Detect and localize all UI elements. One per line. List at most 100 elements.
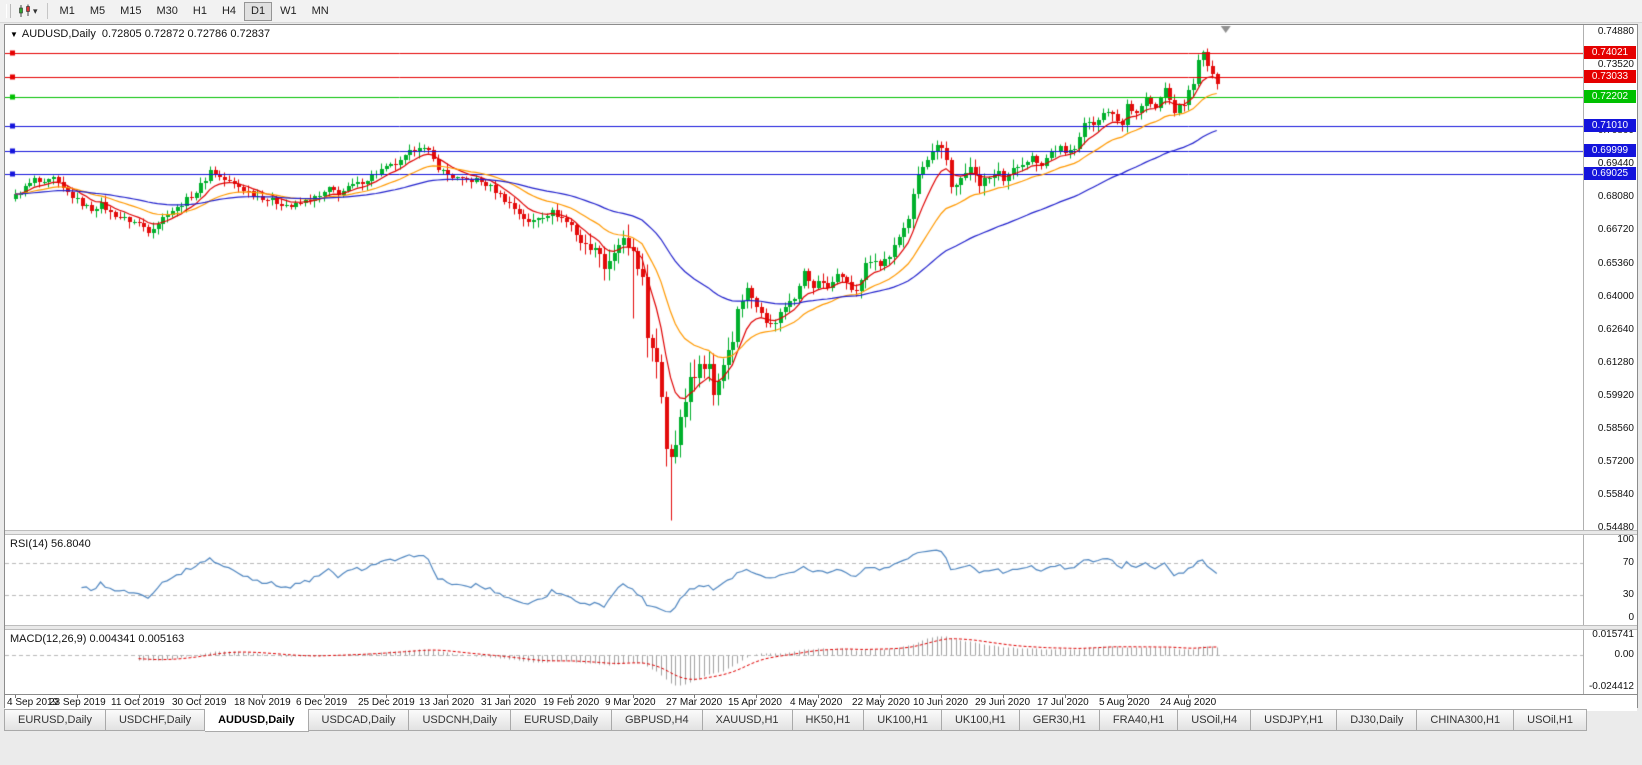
date-tick	[880, 695, 881, 698]
price-axis-label: 0.69440	[1597, 158, 1634, 170]
date-tick	[941, 695, 942, 698]
rsi-indicator-label: RSI(14) 56.8040	[10, 538, 91, 550]
date-axis-label: 24 Aug 2020	[1160, 697, 1217, 708]
chart-tab-audusd-daily[interactable]: AUDUSD,Daily	[205, 709, 309, 732]
date-tick	[1065, 695, 1066, 698]
date-axis-label: 22 May 2020	[852, 697, 910, 708]
chart-title-ohlc: 0.72805 0.72872 0.72786 0.72837	[101, 28, 271, 40]
rsi-axis-label: 70	[1622, 557, 1634, 569]
timeframe-button-d1[interactable]: D1	[244, 1, 273, 21]
chart-tab-usdcnh-daily[interactable]: USDCNH,Daily	[409, 709, 512, 731]
main-chart-panel: ▼ AUDUSD,Daily 0.72805 0.72872 0.72786 0…	[5, 25, 1637, 530]
panel-splitter[interactable]	[5, 530, 1637, 535]
chart-tab-xauusd-h1[interactable]: XAUUSD,H1	[702, 709, 793, 731]
macd-axis-label: 0.015741	[1592, 630, 1634, 640]
price-axis-label: 0.74880	[1597, 26, 1634, 38]
date-axis-label: 25 Dec 2019	[358, 697, 415, 708]
chart-tab-china300-h1[interactable]: CHINA300,H1	[1417, 709, 1515, 731]
collapse-triangle-icon[interactable]: ▼	[10, 29, 18, 39]
rsi-axis-label: 30	[1622, 588, 1634, 600]
date-axis-label: 31 Jan 2020	[481, 697, 537, 708]
date-tick	[324, 695, 325, 698]
rsi-axis: 100 70 30 0	[1583, 535, 1637, 625]
timeframe-button-m30[interactable]: M30	[150, 2, 185, 21]
price-axis-label: 0.55840	[1597, 488, 1634, 500]
chart-tab-gbpusd-h4[interactable]: GBPUSD,H4	[612, 709, 703, 731]
price-axis-label: 0.61280	[1597, 356, 1634, 368]
date-tick	[447, 695, 448, 698]
price-axis: 0.748800.735200.721600.708000.694400.680…	[1583, 25, 1637, 530]
price-axis-label: 0.73520	[1597, 59, 1634, 71]
price-axis-label: 0.54480	[1597, 522, 1634, 530]
timeframe-button-w1[interactable]: W1	[273, 2, 304, 21]
date-axis-label: 30 Oct 2019	[172, 697, 227, 708]
macd-indicator-label: MACD(12,26,9) 0.004341 0.005163	[10, 633, 185, 645]
date-axis-label: 23 Sep 2019	[49, 697, 106, 708]
date-axis-label: 6 Dec 2019	[296, 697, 348, 708]
date-tick	[571, 695, 572, 698]
toolbar-grip	[6, 4, 11, 18]
date-axis-label: 29 Jun 2020	[975, 697, 1031, 708]
rsi-canvas[interactable]	[5, 535, 1583, 625]
chart-tab-hk50-h1[interactable]: HK50,H1	[792, 709, 865, 731]
chart-tab-ger30-h1[interactable]: GER30,H1	[1019, 709, 1100, 731]
date-tick	[1003, 695, 1004, 698]
date-axis-label: 4 May 2020	[790, 697, 843, 708]
chart-tab-dj30-daily[interactable]: DJ30,Daily	[1337, 709, 1418, 731]
macd-canvas[interactable]	[5, 630, 1583, 694]
hline-price-label[interactable]: 0.74021	[1584, 45, 1636, 59]
date-axis-label: 18 Nov 2019	[234, 697, 291, 708]
dropdown-caret-icon: ▾	[33, 5, 38, 16]
main-chart-canvas[interactable]	[5, 25, 1583, 530]
chart-tab-usdcad-daily[interactable]: USDCAD,Daily	[308, 709, 410, 731]
chart-tab-usoil-h1[interactable]: USOil,H1	[1514, 709, 1587, 731]
chart-tab-uk100-h1[interactable]: UK100,H1	[941, 709, 1020, 731]
date-axis-label: 17 Jul 2020	[1037, 697, 1089, 708]
date-axis-label: 27 Mar 2020	[666, 697, 723, 708]
date-tick	[633, 695, 634, 698]
hline-price-label[interactable]: 0.72202	[1584, 90, 1636, 104]
date-tick	[694, 695, 695, 698]
macd-axis: 0.015741 0.00 -0.024412	[1583, 630, 1637, 694]
timeframe-button-h1[interactable]: H1	[186, 2, 214, 21]
price-axis-label: 0.65360	[1597, 257, 1634, 269]
date-axis-label: 5 Aug 2020	[1099, 697, 1150, 708]
timeframe-button-m1[interactable]: M1	[53, 2, 82, 21]
date-tick	[386, 695, 387, 698]
date-tick	[818, 695, 819, 698]
chart-tab-eurusd-daily[interactable]: EURUSD,Daily	[4, 709, 106, 731]
hline-price-label[interactable]: 0.73033	[1584, 69, 1636, 83]
panel-splitter[interactable]	[5, 625, 1637, 630]
date-axis-label: 9 Mar 2020	[605, 697, 656, 708]
timeframe-button-m5[interactable]: M5	[83, 2, 112, 21]
price-axis-label: 0.68080	[1597, 191, 1634, 203]
date-axis-label: 19 Feb 2020	[543, 697, 600, 708]
price-axis-label: 0.66720	[1597, 224, 1634, 236]
date-tick	[1188, 695, 1189, 698]
chart-tab-usdjpy-h1[interactable]: USDJPY,H1	[1251, 709, 1338, 731]
timeframe-button-mn[interactable]: MN	[305, 2, 336, 21]
chart-type-button[interactable]: ▾	[14, 1, 42, 21]
chart-tab-usdchf-daily[interactable]: USDCHF,Daily	[105, 709, 206, 731]
price-axis-label: 0.59920	[1597, 389, 1634, 401]
price-axis-label: 0.62640	[1597, 323, 1634, 335]
chart-tab-uk100-h1[interactable]: UK100,H1	[864, 709, 942, 731]
timeframe-button-h4[interactable]: H4	[215, 2, 243, 21]
date-tick	[262, 695, 263, 698]
date-axis-label: 10 Jun 2020	[913, 697, 969, 708]
hline-price-label[interactable]: 0.69999	[1584, 143, 1636, 157]
chart-tab-fra40-h1[interactable]: FRA40,H1	[1099, 709, 1179, 731]
price-axis-label: 0.57200	[1597, 455, 1634, 467]
date-tick	[15, 695, 16, 698]
hline-price-label[interactable]: 0.69025	[1584, 167, 1636, 181]
date-tick	[139, 695, 140, 698]
date-axis-label: 15 Apr 2020	[728, 697, 782, 708]
chart-tab-usoil-h4[interactable]: USOil,H4	[1178, 709, 1252, 731]
timeframe-button-m15[interactable]: M15	[113, 2, 148, 21]
date-tick	[77, 695, 78, 698]
macd-axis-label: 0.00	[1614, 649, 1634, 661]
chart-tab-eurusd-daily[interactable]: EURUSD,Daily	[511, 709, 612, 731]
price-axis-label: 0.58560	[1597, 422, 1634, 434]
chart-window: ▼ AUDUSD,Daily 0.72805 0.72872 0.72786 0…	[4, 24, 1638, 711]
hline-price-label[interactable]: 0.71010	[1584, 119, 1636, 133]
